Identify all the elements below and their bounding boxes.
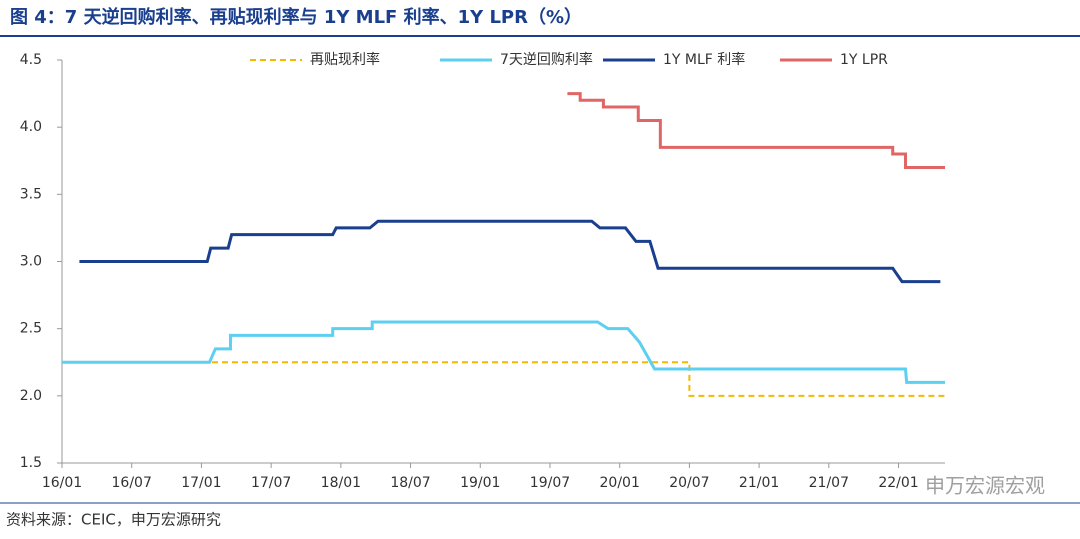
x-tick-label: 19/01 [460, 475, 500, 491]
legend-label: 1Y MLF 利率 [663, 51, 745, 68]
x-tick-label: 16/01 [42, 475, 82, 491]
y-tick-label: 3.0 [20, 254, 42, 270]
y-tick-label: 2.5 [20, 321, 42, 337]
x-tick-label: 18/07 [390, 475, 430, 491]
x-tick-label: 21/01 [739, 475, 779, 491]
x-tick-label: 18/01 [321, 475, 361, 491]
x-tick-label: 22/01 [878, 475, 918, 491]
legend-label: 7天逆回购利率 [500, 51, 593, 68]
y-tick-label: 4.5 [20, 52, 42, 68]
series-line [62, 320, 945, 384]
y-tick-label: 2.0 [20, 388, 42, 404]
y-tick-label: 1.5 [20, 455, 42, 471]
x-tick-label: 19/07 [530, 475, 570, 491]
x-tick-label: 21/07 [809, 475, 849, 491]
series-line [62, 361, 945, 397]
x-tick-label: 16/07 [112, 475, 152, 491]
legend-label: 1Y LPR [840, 52, 888, 68]
series-line [567, 92, 945, 169]
x-tick-label: 17/07 [251, 475, 291, 491]
source: 资料来源：CEIC，申万宏源研究 [6, 511, 221, 529]
series-line [79, 219, 941, 284]
legend-label: 再贴现利率 [310, 51, 380, 68]
watermark: 申万宏源宏观 [925, 474, 1045, 498]
chart-title: 图 4：7 天逆回购利率、再贴现利率与 1Y MLF 利率、1Y LPR（%） [10, 6, 582, 28]
x-tick-label: 17/01 [181, 475, 221, 491]
y-tick-label: 4.0 [20, 119, 42, 135]
x-tick-label: 20/01 [600, 475, 640, 491]
y-tick-label: 3.5 [20, 186, 42, 202]
x-tick-label: 20/07 [669, 475, 709, 491]
